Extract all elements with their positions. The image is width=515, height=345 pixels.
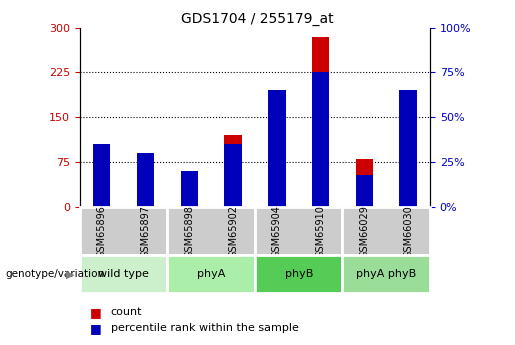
Bar [225,135,242,207]
Text: GDS1704 / 255179_at: GDS1704 / 255179_at [181,12,334,26]
Bar [312,37,330,207]
Bar [356,175,373,207]
Text: genotype/variation: genotype/variation [5,269,104,279]
Bar [137,153,154,207]
Bar [93,144,111,207]
Text: ■: ■ [90,322,102,335]
Bar [80,207,167,255]
Bar [225,144,242,207]
Bar [181,184,198,207]
Bar [342,255,430,293]
Text: ▶: ▶ [66,269,75,279]
Text: GSM65898: GSM65898 [184,205,194,258]
Bar [255,255,342,293]
Text: phyA phyB: phyA phyB [356,269,416,279]
Bar [342,207,430,255]
Text: count: count [111,307,142,317]
Bar [356,159,373,207]
Text: percentile rank within the sample: percentile rank within the sample [111,324,299,333]
Text: GSM65897: GSM65897 [141,205,150,258]
Text: GSM65904: GSM65904 [272,205,282,258]
Text: wild type: wild type [98,269,149,279]
Bar [400,90,417,207]
Text: GSM66029: GSM66029 [359,205,369,258]
Text: GSM66030: GSM66030 [403,205,413,257]
Bar [181,171,198,207]
Bar [312,72,330,207]
Bar [268,90,285,207]
Bar [268,126,285,207]
Text: phyA: phyA [197,269,226,279]
Bar [137,170,154,207]
Bar [93,166,111,207]
Text: ■: ■ [90,306,102,319]
Bar [400,125,417,207]
Text: GSM65902: GSM65902 [228,205,238,258]
Bar [167,255,255,293]
Bar [167,207,255,255]
Text: GSM65896: GSM65896 [97,205,107,258]
Bar [255,207,342,255]
Text: phyB: phyB [284,269,313,279]
Text: GSM65910: GSM65910 [316,205,325,258]
Bar [80,255,167,293]
